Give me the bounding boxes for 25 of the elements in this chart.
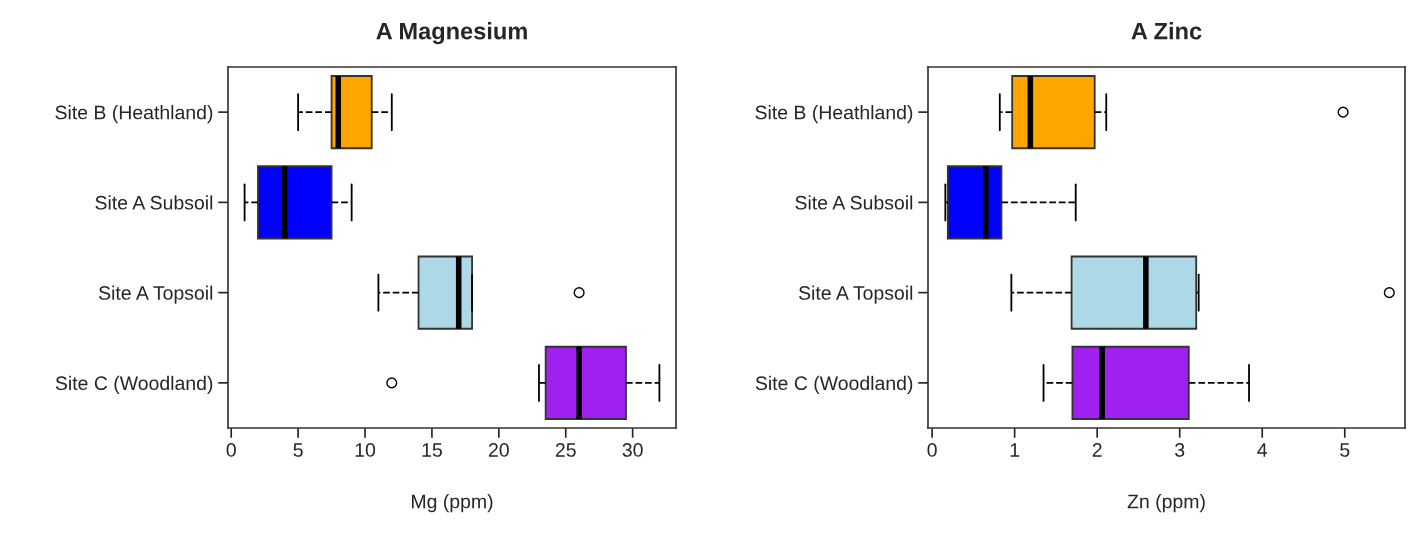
y-tick-label: Site C (Woodland) [55, 375, 213, 394]
chart-title: A Zinc [1131, 22, 1202, 40]
x-tick-label: 10 [355, 443, 376, 457]
y-tick-label: Site B (Heathland) [755, 105, 913, 124]
x-tick-label: 5 [1340, 443, 1350, 457]
x-tick-label: 4 [1257, 443, 1268, 457]
x-tick-label: 3 [1175, 443, 1185, 457]
x-axis-title: Zn (ppm) [1127, 494, 1205, 513]
x-tick-label: 2 [1092, 443, 1102, 457]
x-axis-title: Mg (ppm) [412, 494, 493, 513]
y-tick-label: Site A Subsoil [95, 195, 213, 210]
y-tick-label: Site A Topsoil [98, 285, 213, 304]
x-tick-label: 1 [1010, 443, 1020, 457]
y-tick-label: Site A Topsoil [798, 285, 913, 304]
x-tick-label: 15 [422, 443, 442, 457]
x-tick-label: 20 [489, 443, 509, 457]
y-tick-label: Site C (Woodland) [755, 375, 913, 394]
chart-title: A Magnesium [376, 22, 527, 45]
x-tick-label: 0 [927, 443, 937, 457]
y-tick-label: Site A Subsoil [795, 195, 913, 210]
x-tick-label: 30 [622, 443, 643, 457]
x-tick-label: 25 [555, 443, 576, 457]
x-tick-label: 0 [226, 443, 236, 457]
y-tick-label: Site B (Heathland) [55, 105, 213, 124]
x-tick-label: 5 [293, 443, 303, 457]
